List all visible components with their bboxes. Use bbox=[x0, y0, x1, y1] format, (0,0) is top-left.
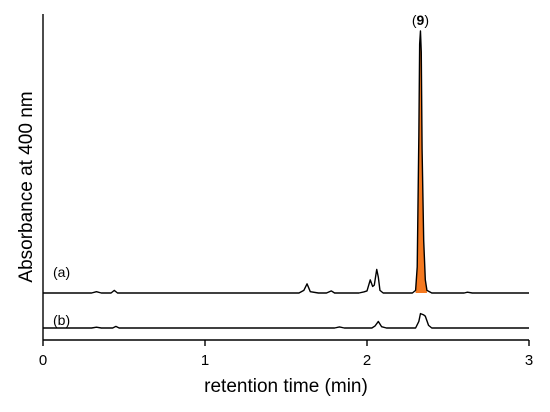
highlighted-peak-area bbox=[415, 31, 427, 293]
y-axis-label: Absorbance at 400 nm bbox=[16, 91, 37, 282]
peak-label-open-paren: ( bbox=[412, 12, 417, 28]
peak-label-close-paren: ) bbox=[424, 12, 429, 28]
x-tick-layer: 0 1 2 3 bbox=[39, 340, 533, 369]
x-axis-label: retention time (min) bbox=[204, 376, 368, 397]
trace-label-a: (a) bbox=[53, 264, 70, 280]
trace-b-line bbox=[43, 312, 529, 329]
x-tick-label-3: 3 bbox=[525, 352, 533, 369]
x-tick-label-0: 0 bbox=[39, 352, 47, 369]
x-tick-label-2: 2 bbox=[363, 352, 371, 369]
trace-layer bbox=[43, 30, 529, 329]
trace-a-line bbox=[43, 30, 529, 294]
highlight-layer bbox=[415, 31, 427, 293]
peak-label-number: 9 bbox=[417, 12, 425, 28]
peak-label: (9) bbox=[412, 12, 429, 28]
x-tick-label-1: 1 bbox=[201, 352, 209, 369]
trace-label-b: (b) bbox=[53, 312, 70, 328]
